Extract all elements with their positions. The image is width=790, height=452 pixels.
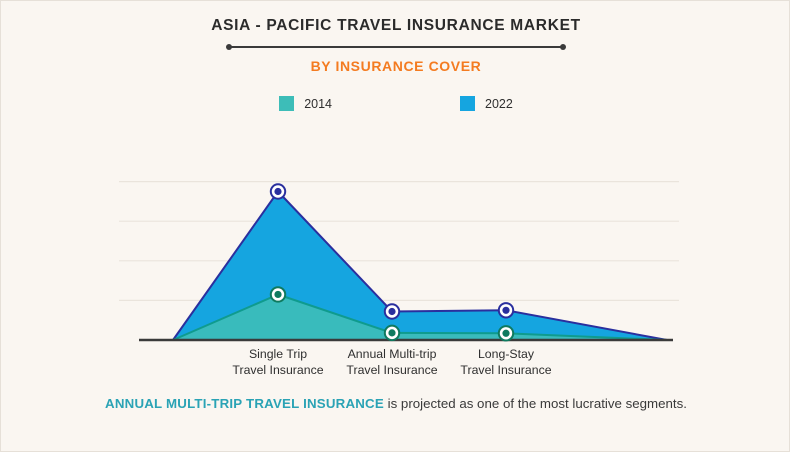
chart-caption: ANNUAL MULTI-TRIP TRAVEL INSURANCE is pr… xyxy=(96,393,696,414)
legend-label-2022: 2022 xyxy=(485,96,513,111)
page-title: ASIA - PACIFIC TRAVEL INSURANCE MARKET xyxy=(211,17,581,34)
data-point-2014-2[interactable] xyxy=(502,329,510,337)
divider-bar xyxy=(230,46,562,48)
caption-rest: is projected as one of the most lucrativ… xyxy=(383,396,687,411)
legend-swatch-2014 xyxy=(279,96,295,111)
x-axis-label-single-trip: Single Trip Travel Insurance xyxy=(232,346,323,378)
x-axis-label-line1: Long-Stay xyxy=(477,347,535,361)
legend-label-2014: 2014 xyxy=(304,96,332,111)
divider-dot-left xyxy=(226,43,232,50)
x-axis-label-long-stay: Long-Stay Travel Insurance xyxy=(460,346,551,378)
legend-swatch-2022 xyxy=(460,96,475,111)
legend-item-2014[interactable]: 2014 xyxy=(279,96,332,111)
data-point-2022-0[interactable] xyxy=(274,187,282,196)
x-axis-label-line1: Annual Multi-trip xyxy=(347,347,437,361)
x-axis-label-line1: Single Trip xyxy=(248,347,308,361)
area-chart xyxy=(119,180,679,342)
caption-highlight: ANNUAL MULTI-TRIP TRAVEL INSURANCE xyxy=(105,396,384,411)
x-axis-label-line2: Travel Insurance xyxy=(232,363,324,377)
title-divider xyxy=(226,42,566,52)
x-axis-label-line2: Travel Insurance xyxy=(346,363,438,377)
data-point-2014-1[interactable] xyxy=(388,329,396,337)
x-axis-label-line2: Travel Insurance xyxy=(460,363,552,377)
legend-item-2022[interactable]: 2022 xyxy=(460,96,513,111)
chart-legend: 2014 2022 xyxy=(1,96,790,111)
chart-header: ASIA - PACIFIC TRAVEL INSURANCE MARKET B… xyxy=(1,17,790,74)
page-subtitle: BY INSURANCE COVER xyxy=(310,58,482,74)
data-point-2022-1[interactable] xyxy=(388,307,396,316)
chart-plot-area xyxy=(119,137,679,347)
data-point-2014-0[interactable] xyxy=(274,290,282,299)
x-axis-labels: Single Trip Travel Insurance Annual Mult… xyxy=(1,346,790,386)
divider-dot-right xyxy=(560,43,566,50)
x-axis-label-annual-multi-trip: Annual Multi-trip Travel Insurance xyxy=(346,346,437,378)
data-point-2022-2[interactable] xyxy=(502,306,510,314)
